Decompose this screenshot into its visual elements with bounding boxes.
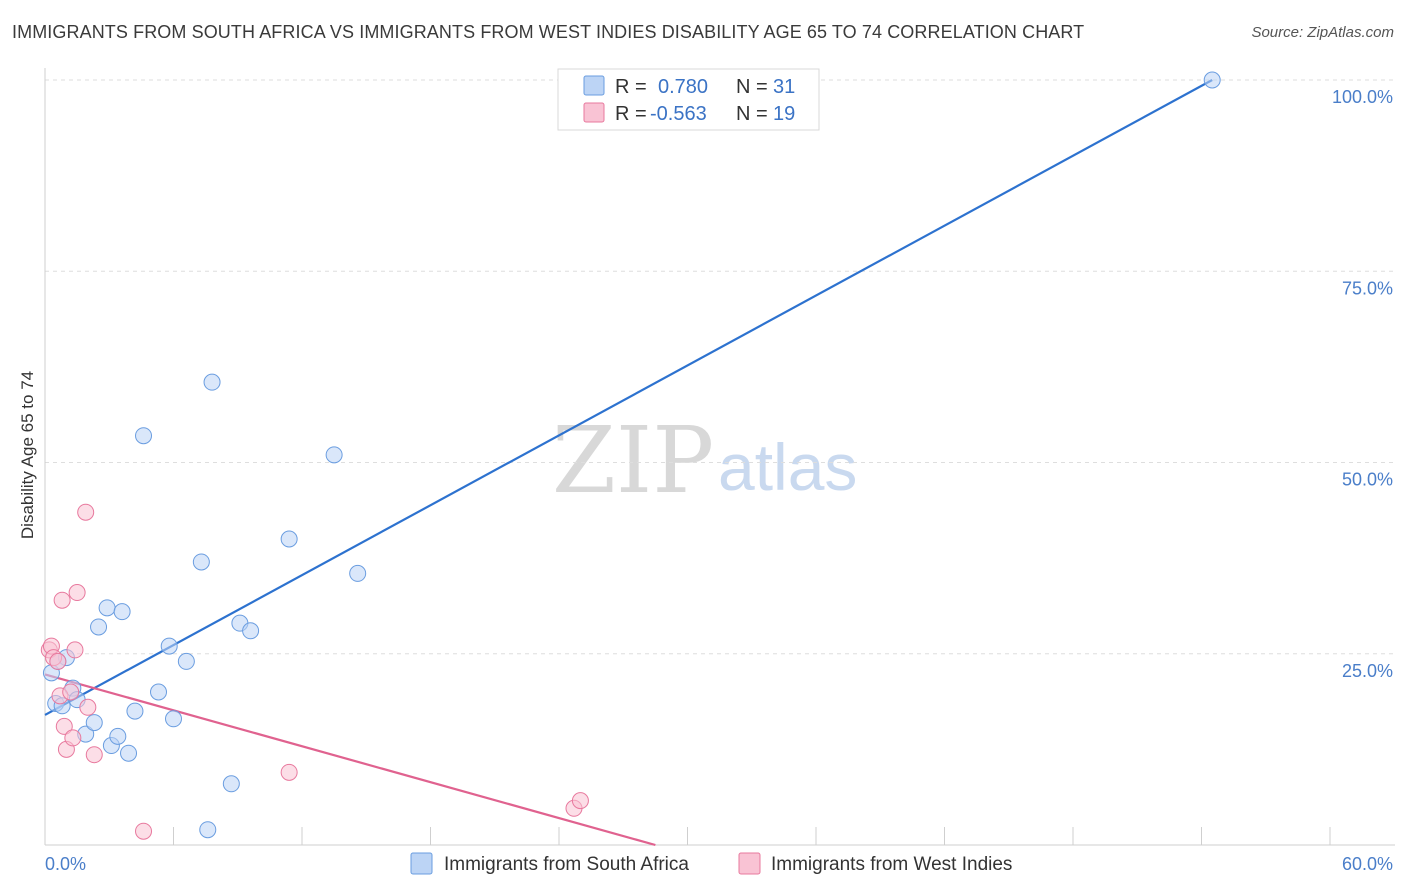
point-south-africa xyxy=(280,530,298,548)
point-west-indies xyxy=(77,503,95,521)
trend-layer xyxy=(44,79,1213,847)
point-south-africa xyxy=(85,714,103,732)
x-tick-label-min: 0.0% xyxy=(45,854,86,874)
point-south-africa xyxy=(120,744,138,762)
bottom-legend-label-south-africa: Immigrants from South Africa xyxy=(444,854,689,875)
point-west-indies xyxy=(66,641,84,659)
point-west-indies xyxy=(55,717,73,735)
y-tick-label: 75.0% xyxy=(1342,278,1393,298)
point-south-africa xyxy=(160,637,178,655)
legend-n-value-1: 31 xyxy=(773,76,795,98)
bottom-legend-label-west-indies: Immigrants from West Indies xyxy=(771,854,1012,875)
point-south-africa xyxy=(126,702,144,720)
bottom-legend-swatch-west-indies xyxy=(738,852,761,875)
point-west-indies xyxy=(49,652,67,670)
legend-swatch-south-africa xyxy=(583,75,605,96)
y-tick-label: 25.0% xyxy=(1342,661,1393,681)
point-south-africa xyxy=(222,775,240,793)
bottom-legend-swatch-south-africa xyxy=(410,852,433,875)
point-south-africa xyxy=(203,373,221,391)
point-west-indies xyxy=(79,698,97,716)
legend-n-label-2: N = xyxy=(736,103,768,125)
point-west-indies xyxy=(280,763,298,781)
bottom-legend: Immigrants from South Africa Immigrants … xyxy=(410,852,1012,875)
axis-layer xyxy=(44,68,1395,846)
stats-legend: R = 0.780 N = 31 R = -0.563 N = 19 xyxy=(557,68,820,131)
point-south-africa xyxy=(242,622,260,640)
point-south-africa xyxy=(113,603,131,621)
x-tick-label-max: 60.0% xyxy=(1342,854,1393,874)
point-south-africa xyxy=(150,683,168,701)
point-south-africa xyxy=(98,599,116,617)
point-south-africa xyxy=(325,446,343,464)
point-south-africa xyxy=(165,710,182,728)
point-south-africa xyxy=(349,564,367,582)
watermark-zip: ZIP xyxy=(552,407,714,514)
point-south-africa xyxy=(90,618,108,636)
source-label: Source: ZipAtlas.com xyxy=(1251,24,1394,41)
point-south-africa xyxy=(192,553,210,571)
points-layer xyxy=(40,71,1221,840)
legend-swatch-west-indies xyxy=(583,102,605,123)
trendline-south-africa xyxy=(44,79,1213,716)
point-south-africa xyxy=(135,427,153,445)
watermark-atlas: atlas xyxy=(718,430,857,504)
point-west-indies xyxy=(85,746,103,764)
point-south-africa xyxy=(177,652,195,670)
point-south-africa xyxy=(109,727,127,745)
y-tick-label: 100.0% xyxy=(1332,87,1393,107)
legend-n-label-1: N = xyxy=(736,76,768,98)
tick-label-layer: 25.0% 50.0% 75.0% 100.0% 0.0% 60.0% xyxy=(45,87,1393,874)
point-west-indies xyxy=(62,683,80,701)
grid-layer xyxy=(45,79,1395,655)
trendline-west-indies xyxy=(44,673,656,847)
legend-r-value-1: 0.780 xyxy=(658,76,708,98)
y-tick-label: 50.0% xyxy=(1342,470,1393,490)
point-west-indies xyxy=(64,729,82,747)
point-west-indies xyxy=(571,792,589,810)
legend-r-label-2: R = xyxy=(615,103,647,125)
legend-n-value-2: 19 xyxy=(773,103,795,125)
point-west-indies xyxy=(68,584,86,602)
legend-r-value-2: -0.563 xyxy=(650,103,707,125)
point-south-africa xyxy=(1203,71,1221,89)
point-west-indies xyxy=(135,822,153,840)
legend-r-label-1: R = xyxy=(615,76,647,98)
point-west-indies xyxy=(53,591,71,609)
point-south-africa xyxy=(199,821,217,839)
y-axis-title: Disability Age 65 to 74 xyxy=(18,371,37,539)
chart-title: IMMIGRANTS FROM SOUTH AFRICA VS IMMIGRAN… xyxy=(12,22,1085,42)
